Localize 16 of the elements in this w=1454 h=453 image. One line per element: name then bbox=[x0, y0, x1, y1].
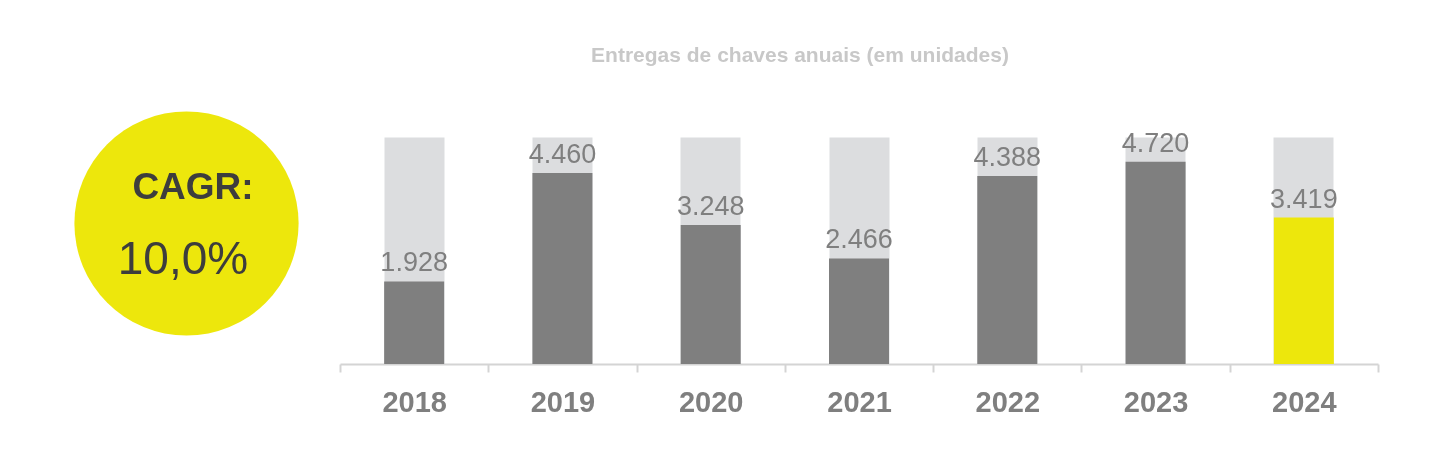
data-label: 4.388 bbox=[973, 142, 1042, 173]
x-tick-label: 2021 bbox=[827, 385, 892, 418]
x-tick-label: 2022 bbox=[975, 385, 1041, 418]
x-tick-label: 2018 bbox=[382, 385, 447, 418]
data-label: 4.720 bbox=[1121, 127, 1190, 158]
x-tick-label: 2023 bbox=[1123, 385, 1189, 418]
data-label: 3.248 bbox=[676, 190, 745, 221]
text: 10,0% bbox=[117, 232, 249, 284]
x-tick-label: 2024 bbox=[1272, 385, 1337, 418]
x-tick-label: 2019 bbox=[530, 385, 596, 418]
text: CAGR: bbox=[132, 166, 254, 207]
data-label: 1.928 bbox=[380, 247, 448, 278]
data-label: 4.460 bbox=[528, 138, 597, 169]
data-label: 2.466 bbox=[825, 224, 893, 255]
data-label: 3.419 bbox=[1270, 183, 1338, 214]
x-tick-label: 2020 bbox=[678, 385, 744, 418]
